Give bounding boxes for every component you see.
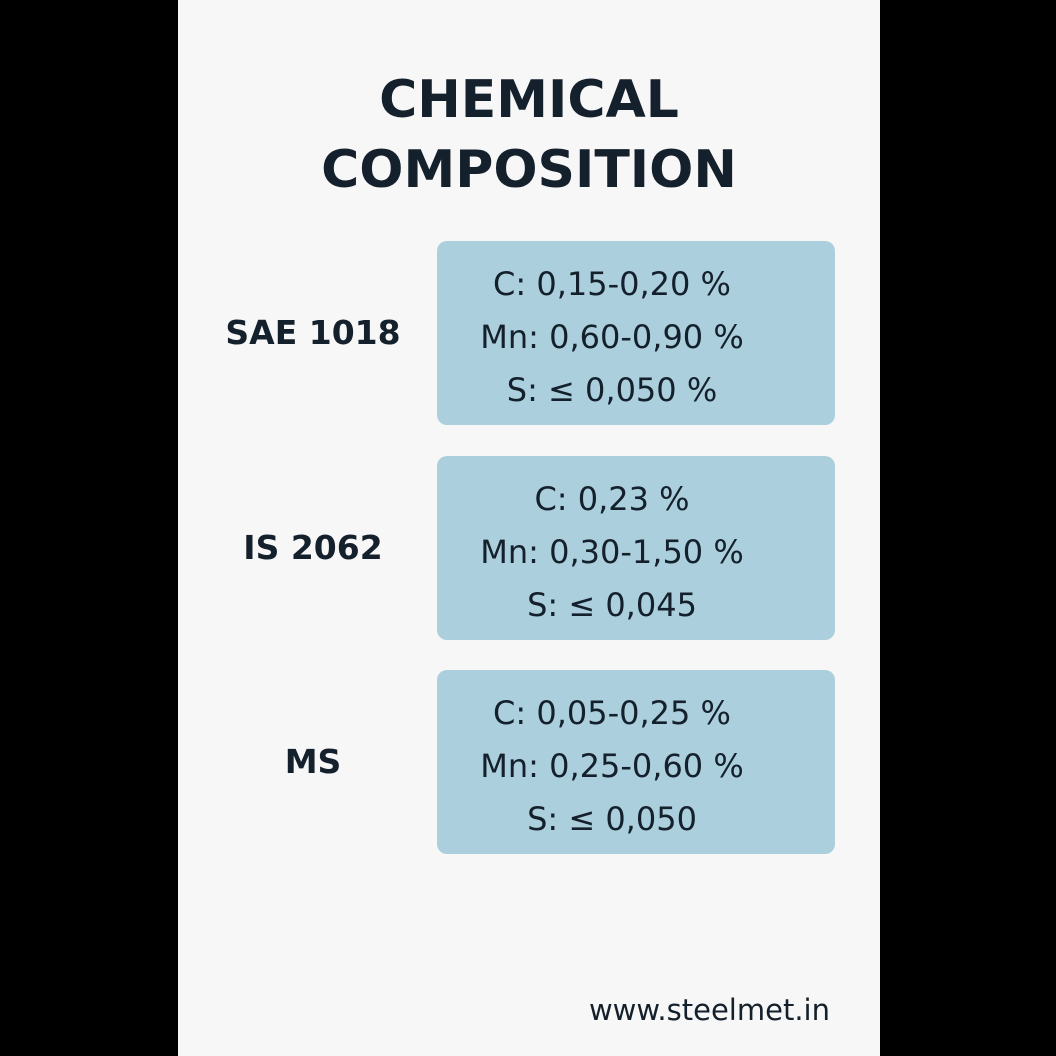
composition-line: C: 0,05-0,25 % [493, 694, 731, 732]
composition-line: C: 0,15-0,20 % [493, 265, 731, 303]
website: www.steelmet.in [588, 993, 830, 1027]
composition-line: Mn: 0,25-0,60 % [480, 747, 744, 785]
composition-line: S: ≤ 0,050 % [506, 371, 718, 409]
grade-name: SAE 1018 [225, 313, 401, 352]
composition-box: C: 0,15-0,20 % Mn: 0,60-0,90 % S: ≤ 0,050 … [437, 241, 835, 425]
grade-name: MS [284, 742, 342, 781]
composition-line: Mn: 0,30-1,50 % [480, 533, 744, 571]
title-line: CHEMICAL [379, 70, 679, 130]
composition-line: Mn: 0,60-0,90 % [480, 318, 744, 356]
panel: www.steelmet.in CHEMICAL COMPOSITION SAE 1… [178, 0, 880, 1056]
composition-line: S: ≤ 0,045 [527, 586, 697, 624]
grade-name: IS 2062 [243, 528, 383, 567]
composition-line: C: 0,23 % [534, 480, 690, 518]
title-line: COMPOSITION [321, 140, 737, 200]
composition-box: C: 0,05-0,25 % Mn: 0,25-0,60 % S: ≤ 0,050 [437, 670, 835, 854]
composition-box: C: 0,23 % Mn: 0,30-1,50 % S: ≤ 0,045 [437, 456, 835, 640]
composition-line: S: ≤ 0,050 [527, 800, 697, 838]
